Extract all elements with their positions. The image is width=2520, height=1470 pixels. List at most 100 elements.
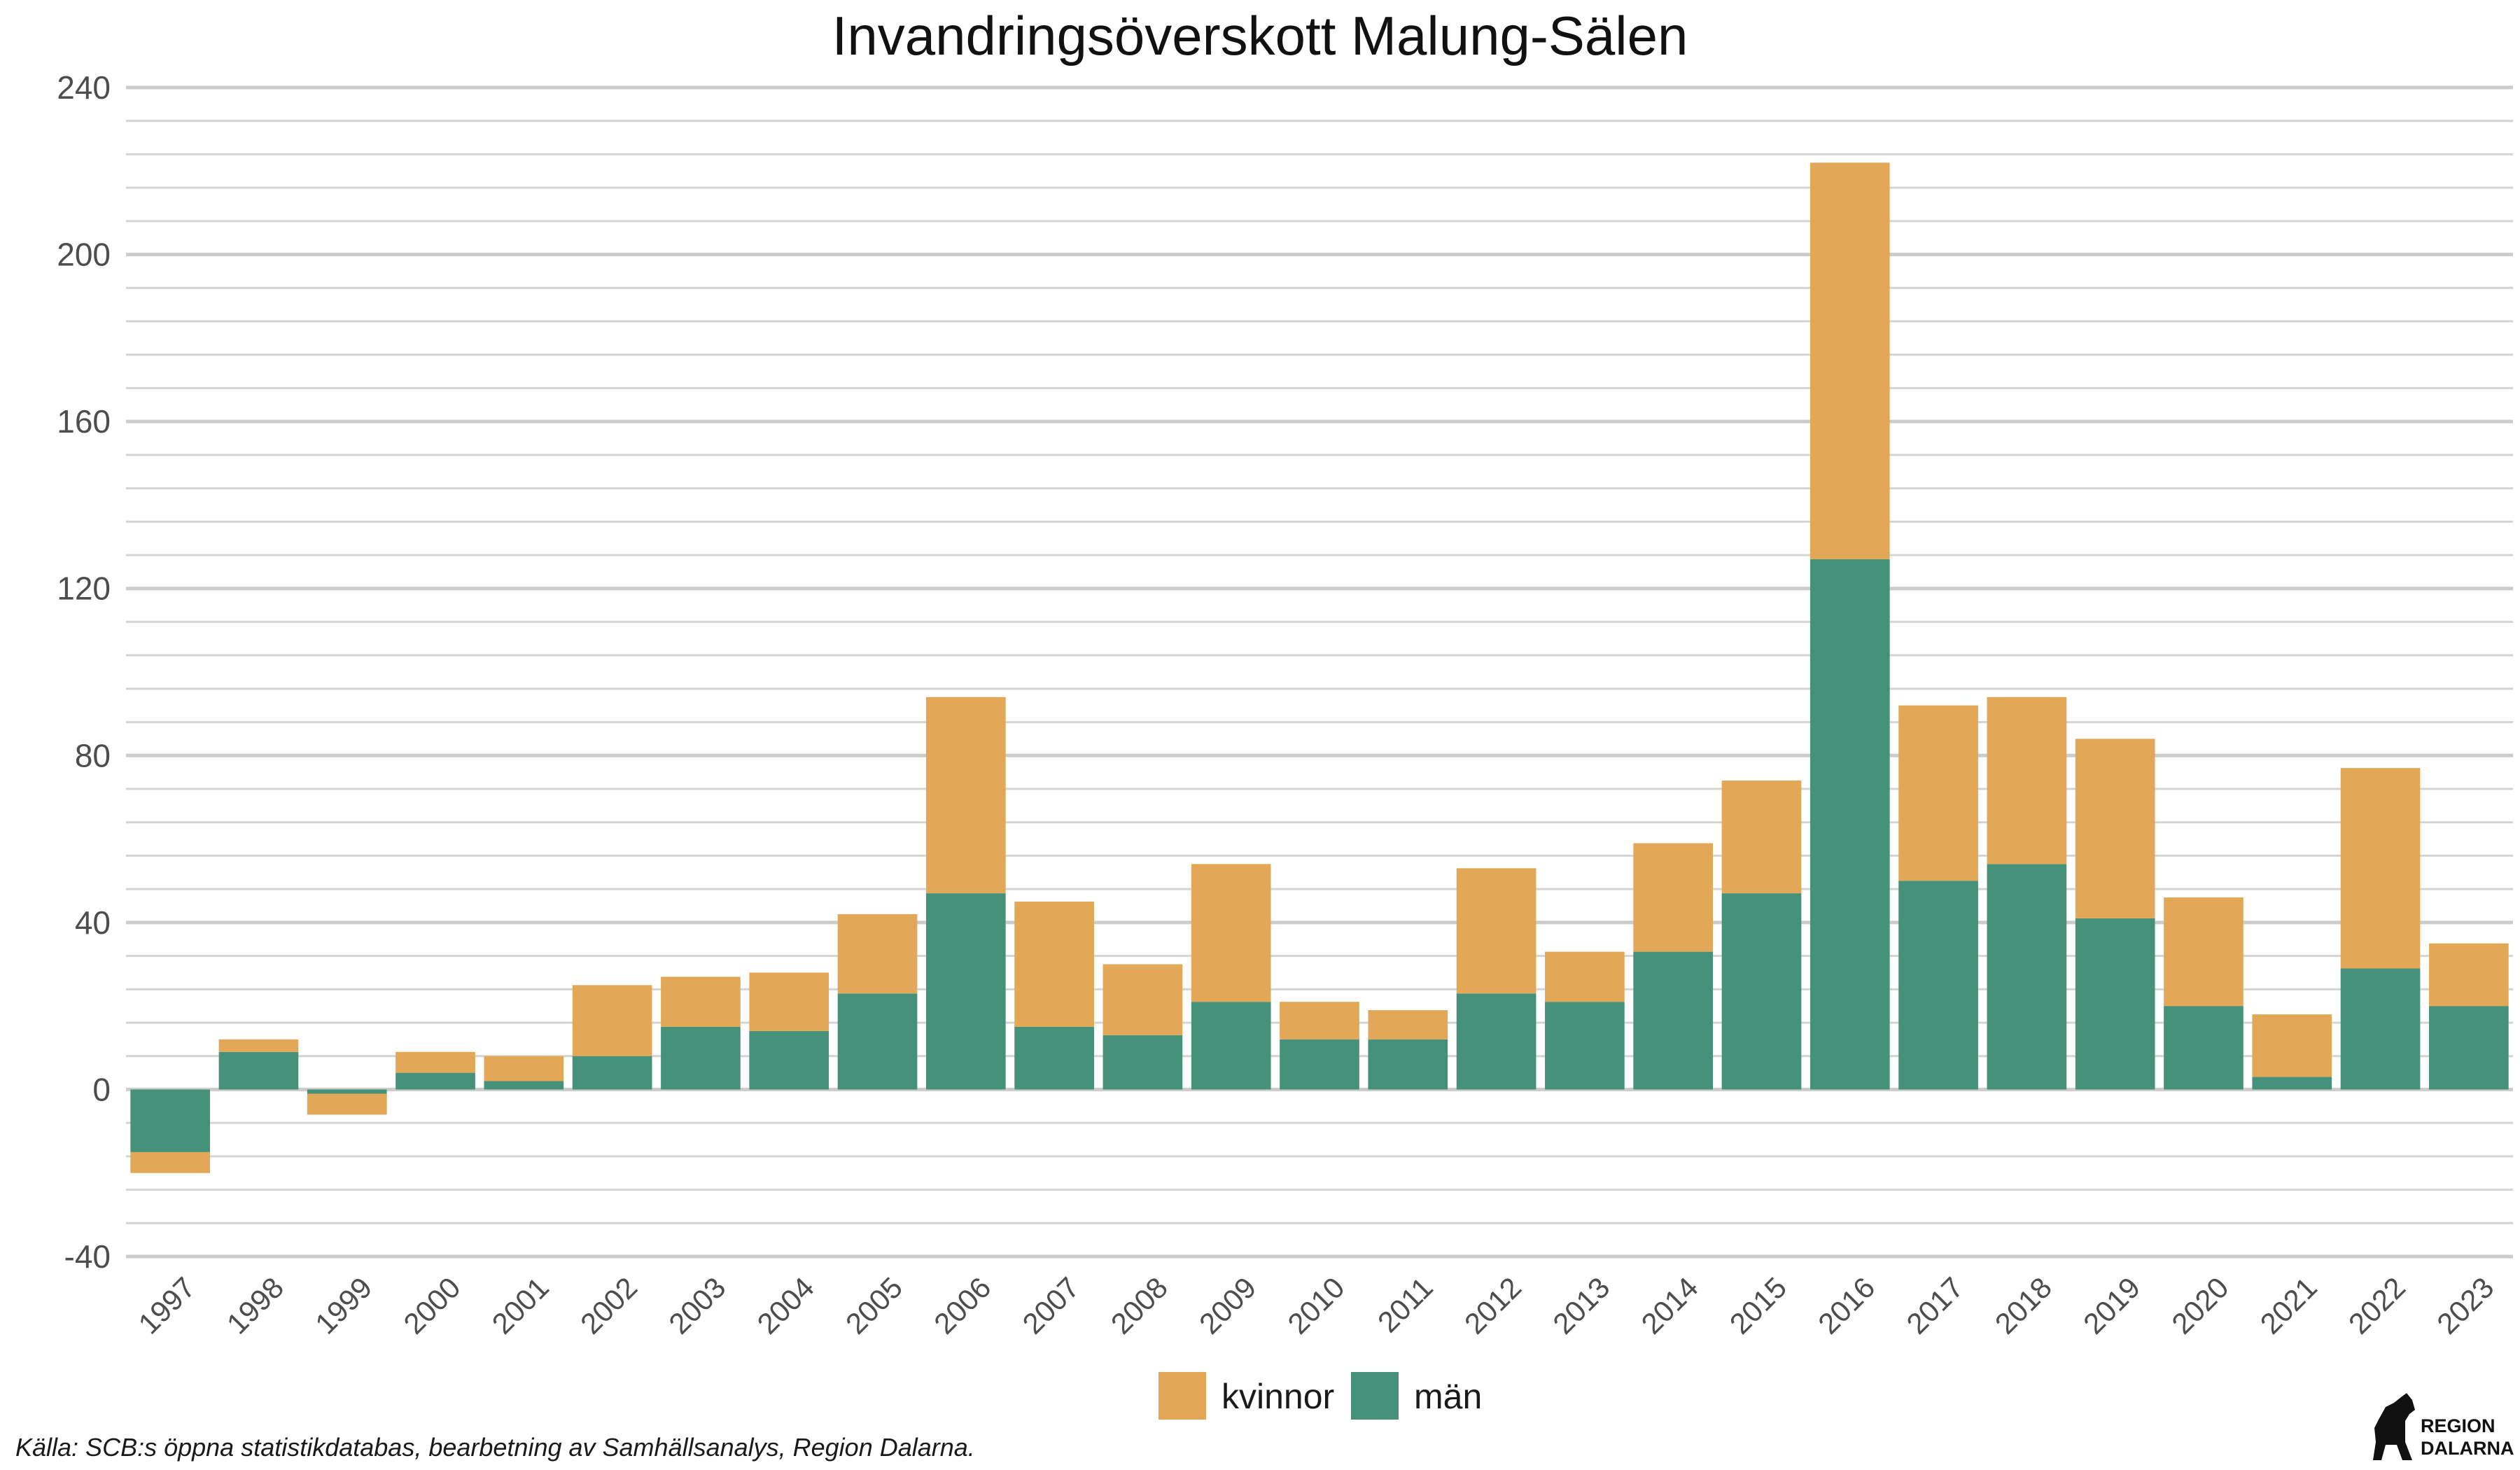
- bar-segment-woman: [1898, 705, 1978, 881]
- x-tick-label: 2002: [574, 1270, 643, 1340]
- bar-segment-man: [484, 1081, 564, 1090]
- bar-segment-woman: [1191, 864, 1271, 1002]
- bar-segment-man: [2164, 1006, 2244, 1090]
- bar-segment-man: [2429, 1006, 2509, 1090]
- chart-title: Invandringsöverskott Malung-Sälen: [832, 5, 1688, 66]
- x-tick-label: 2009: [1193, 1270, 1262, 1340]
- bar-segment-man: [396, 1072, 475, 1090]
- x-tick-label: 2003: [662, 1270, 732, 1340]
- bar-segment-man: [1809, 559, 1890, 1090]
- x-tick-label: 2022: [2342, 1270, 2412, 1340]
- x-tick-label: 2021: [2254, 1270, 2323, 1340]
- bar-segment-woman: [484, 1056, 564, 1082]
- bar-segment-man: [2075, 918, 2155, 1090]
- bar-segment-man: [2252, 1077, 2332, 1090]
- bar-segment-woman: [1014, 902, 1094, 1027]
- legend-label: kvinnor: [1222, 1377, 1334, 1416]
- bar-segment-man: [837, 993, 918, 1090]
- bar-segment-woman: [1280, 1002, 1359, 1040]
- legend-swatch: [1351, 1372, 1399, 1420]
- region-dalarna-logo: REGION DALARNA: [2373, 1393, 2514, 1460]
- bar-segment-man: [1545, 1002, 1625, 1090]
- bar-segment-woman: [218, 1039, 299, 1052]
- y-axis-tick-labels: -40 0 40 80 120 160 200 240: [57, 69, 111, 1275]
- bar-segment-man: [1280, 1039, 1359, 1090]
- bar-segment-man: [1368, 1039, 1448, 1090]
- bar-segment-man: [1721, 893, 1802, 1090]
- bars: [130, 162, 2509, 1173]
- bar-segment-woman: [749, 972, 830, 1031]
- y-tick-label: 80: [75, 737, 111, 774]
- y-tick-label: 120: [57, 570, 111, 607]
- bar-segment-woman: [837, 913, 918, 994]
- legend-label: män: [1414, 1377, 1482, 1416]
- bar-segment-man: [1191, 1002, 1271, 1090]
- bar-segment-woman: [1721, 780, 1802, 894]
- dala-horse-icon: [2373, 1393, 2415, 1460]
- y-tick-label: 200: [57, 237, 111, 273]
- bar-segment-woman: [1633, 843, 1714, 952]
- x-tick-label: 2013: [1546, 1270, 1616, 1340]
- bar-segment-man: [1898, 881, 1978, 1090]
- bar-segment-woman: [1456, 868, 1536, 994]
- x-tick-label: 2016: [1812, 1270, 1881, 1340]
- y-tick-label: 160: [57, 403, 111, 440]
- bar-segment-woman: [2075, 738, 2155, 918]
- bar-segment-woman: [2340, 768, 2421, 969]
- bar-segment-man: [749, 1030, 830, 1090]
- bar-segment-woman: [1809, 162, 1890, 559]
- x-tick-label: 2008: [1105, 1270, 1174, 1340]
- x-tick-label: 2012: [1458, 1270, 1527, 1340]
- y-tick-label: -40: [64, 1238, 111, 1275]
- bar-segment-woman: [2164, 897, 2244, 1007]
- x-tick-label: 2006: [927, 1270, 997, 1340]
- x-tick-label: 2004: [751, 1270, 820, 1340]
- bar-segment-woman: [1987, 696, 2067, 864]
- bar-segment-woman: [2252, 1014, 2332, 1077]
- bar-segment-man: [1456, 993, 1536, 1090]
- x-tick-label: 2019: [2077, 1270, 2146, 1340]
- x-tick-label: 2023: [2430, 1270, 2500, 1340]
- x-tick-label: 1997: [132, 1270, 201, 1340]
- bar-segment-woman: [925, 696, 1006, 894]
- x-tick-label: 2000: [397, 1270, 466, 1340]
- bar-segment-man: [572, 1056, 652, 1090]
- y-tick-label: 40: [75, 904, 111, 941]
- bar-segment-woman: [1368, 1010, 1448, 1040]
- bar-segment-man: [1633, 951, 1714, 1090]
- bar-segment-man: [1987, 864, 2067, 1090]
- x-tick-label: 2020: [2165, 1270, 2234, 1340]
- bar-segment-woman: [661, 976, 741, 1027]
- x-tick-label: 1998: [220, 1270, 290, 1340]
- legend: kvinnor män: [1158, 1372, 1482, 1420]
- bar-segment-man: [925, 893, 1006, 1090]
- bar-segment-woman: [1102, 964, 1183, 1035]
- bar-segment-man: [661, 1026, 741, 1090]
- x-tick-label: 2014: [1635, 1270, 1704, 1340]
- bar-segment-woman: [2429, 943, 2509, 1007]
- x-tick-label: 2005: [839, 1270, 909, 1340]
- y-tick-label: 0: [92, 1071, 111, 1107]
- x-tick-label: 2010: [1281, 1270, 1350, 1340]
- bar-segment-woman: [307, 1093, 387, 1115]
- bar-segment-woman: [1545, 951, 1625, 1002]
- bar-segment-woman: [396, 1051, 475, 1073]
- bar-segment-man: [218, 1051, 299, 1090]
- legend-swatch: [1158, 1372, 1206, 1420]
- x-axis-tick-labels: 1997 1998 1999 2000 2001 2002 2003 2004 2005 2006…: [132, 1270, 2500, 1340]
- logo-text-dalarna: DALARNA: [2421, 1438, 2514, 1459]
- x-tick-label: 2011: [1371, 1270, 1439, 1338]
- bar-segment-man: [1102, 1035, 1183, 1090]
- bar-segment-man: [1014, 1026, 1094, 1090]
- x-tick-label: 2007: [1016, 1270, 1085, 1340]
- x-tick-label: 2001: [486, 1270, 555, 1340]
- bar-segment-man: [130, 1089, 210, 1152]
- x-tick-label: 2017: [1900, 1270, 1969, 1340]
- logo-text-region: REGION: [2421, 1415, 2496, 1436]
- x-tick-label: 2018: [1989, 1270, 2058, 1340]
- x-tick-label: 1999: [309, 1270, 378, 1340]
- source-note: Källa: SCB:s öppna statistikdatabas, bea…: [15, 1433, 975, 1462]
- y-tick-label: 240: [57, 69, 111, 106]
- x-tick-label: 2015: [1723, 1270, 1793, 1340]
